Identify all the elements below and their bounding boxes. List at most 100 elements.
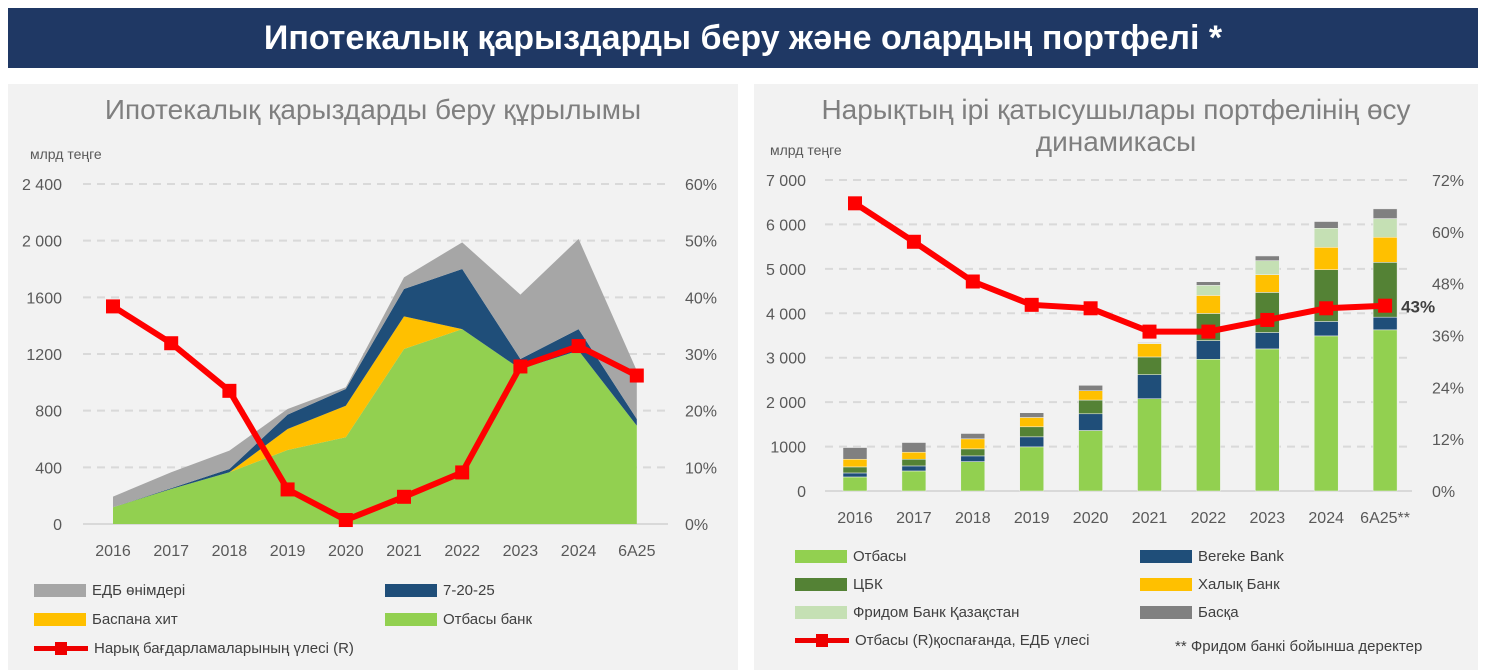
left-x-tick: 2017 [153, 543, 189, 560]
legend-item-freedom: Фридом Банк Қазақстан [795, 604, 1019, 621]
legend-label: Баспана хит [92, 611, 178, 628]
right-share-marker [1142, 324, 1157, 339]
right-bar-басқа [1196, 281, 1221, 286]
right-bar-отбасы [1196, 359, 1221, 492]
legend-item-edb-share: Отбасы (R)қоспағанда, ЕДБ үлесі [795, 632, 1089, 649]
footnote: ** Фридом банкі бойынша деректер [1175, 638, 1422, 655]
right-share-line [853, 200, 1386, 335]
legend-swatch [34, 613, 86, 626]
left-share-marker [629, 368, 644, 383]
right-bar-bereke-bank [1255, 332, 1280, 350]
legend-item-cbk: ЦБК [795, 576, 883, 593]
legend-item-otbasy: Отбасы банк [385, 611, 532, 628]
legend-item-otbasy-r: Отбасы [795, 548, 906, 565]
left-x-tick: 2023 [503, 543, 539, 560]
legend-line-swatch [795, 634, 849, 647]
legend-label: 7-20-25 [443, 582, 495, 599]
left-y-tick: 800 [35, 404, 62, 421]
left-share-line [111, 303, 639, 524]
left-share-marker [455, 465, 470, 480]
legend-label: Басқа [1198, 604, 1239, 621]
right-bar-цбк [1078, 399, 1103, 415]
right-x-tick: 6А25** [1360, 510, 1410, 527]
right-bar-цбк [960, 448, 986, 457]
left-area-отбасы-банк [113, 329, 637, 524]
right-y2-tick: 48% [1432, 277, 1464, 294]
right-x-tick: 2019 [1014, 510, 1050, 527]
right-bar-фридом-банк-қазақстан [1372, 218, 1398, 238]
left-y-tick: 2 000 [22, 234, 62, 251]
legend-item-baspana: Баспана хит [34, 611, 178, 628]
right-x-tick: 2022 [1191, 510, 1227, 527]
right-bar-bereke-bank [1372, 316, 1398, 331]
legend-item-other: Басқа [1140, 604, 1239, 621]
right-y-unit-label: млрд теңге [770, 142, 842, 158]
legend-label: Отбасы [853, 548, 907, 565]
right-bar-bereke-bank [1196, 340, 1221, 360]
right-y-tick: 1000 [770, 440, 806, 457]
right-bar-отбасы [1372, 329, 1398, 492]
right-chart-title: Нарықтың ірі қатысушылары портфелінің өс… [821, 94, 1411, 157]
right-y-tick: 2 000 [766, 395, 806, 412]
right-bar-басқа [960, 433, 986, 440]
left-y2-tick: 30% [685, 347, 717, 364]
right-bar-отбасы [1255, 348, 1280, 492]
left-share-marker [397, 489, 411, 504]
right-bar-халық-банк [1137, 343, 1162, 358]
right-bar-басқа [1255, 255, 1280, 261]
right-bar-цбк [1137, 356, 1162, 375]
right-y-tick: 0 [797, 484, 806, 501]
left-y-tick: 400 [35, 460, 62, 477]
right-bar-халық-банк [1313, 247, 1339, 270]
legend-item-edb: ЕДБ өнімдері [34, 582, 185, 599]
right-share-marker [1319, 301, 1334, 316]
left-share-marker [280, 482, 295, 497]
right-share-marker [1083, 301, 1098, 316]
right-bar-халық-банк [901, 451, 927, 460]
left-y2-tick: 10% [685, 460, 717, 477]
left-area-едб-өнімдері [113, 238, 637, 508]
left-share-marker [571, 339, 586, 354]
legend-label: Bereke Bank [1198, 548, 1284, 565]
right-bar-халық-банк [1078, 390, 1103, 401]
left-x-tick: 2021 [386, 543, 422, 560]
legend-label: Фридом Банк Қазақстан [853, 604, 1020, 621]
right-bar-отбасы [1019, 446, 1044, 492]
left-x-tick: 2024 [561, 543, 597, 560]
right-bar-басқа [1137, 342, 1162, 344]
legend-item-share: Нарық бағдарламаларының үлесі (R) [34, 640, 354, 657]
left-y-tick: 1200 [26, 347, 62, 364]
left-y-unit-label: млрд теңге [30, 146, 102, 162]
right-bar-bereke-bank [1137, 374, 1162, 399]
right-bar-отбасы [960, 461, 986, 492]
right-bar-халық-банк [1019, 417, 1044, 428]
legend-label: Нарық бағдарламаларының үлесі (R) [94, 640, 354, 657]
legend-label: Отбасы (R)қоспағанда, ЕДБ үлесі [855, 632, 1090, 649]
legend-label: ЦБК [853, 576, 883, 593]
banner-title: Ипотекалық қарыздарды беру және олардың … [263, 18, 1223, 57]
left-y2-tick: 40% [685, 290, 717, 307]
right-y2-tick: 24% [1432, 380, 1464, 397]
right-bar-халық-банк [960, 438, 986, 450]
left-x-tick: 2016 [95, 543, 131, 560]
right-bar-халық-банк [1372, 237, 1398, 263]
right-y-tick: 7 000 [766, 173, 806, 190]
right-y2-tick: 60% [1432, 225, 1464, 242]
right-share-marker [965, 274, 980, 289]
right-bar-халық-банк [1255, 274, 1280, 293]
right-x-tick: 2018 [955, 510, 991, 527]
right-y2-tick: 12% [1432, 432, 1464, 449]
left-y-tick: 2 400 [22, 177, 62, 194]
right-x-tick: 2024 [1308, 510, 1344, 527]
legend-item-bereke: Bereke Bank [1140, 548, 1284, 565]
right-y2-tick: 72% [1432, 173, 1464, 190]
left-y-tick: 1600 [26, 290, 62, 307]
right-bar-отбасы [901, 470, 927, 492]
right-share-marker [848, 196, 862, 211]
left-share-marker [164, 336, 179, 351]
legend-swatch [34, 584, 86, 597]
legend-label: Отбасы банк [443, 611, 533, 628]
legend-swatch [795, 550, 847, 563]
left-x-tick: 2020 [328, 543, 364, 560]
